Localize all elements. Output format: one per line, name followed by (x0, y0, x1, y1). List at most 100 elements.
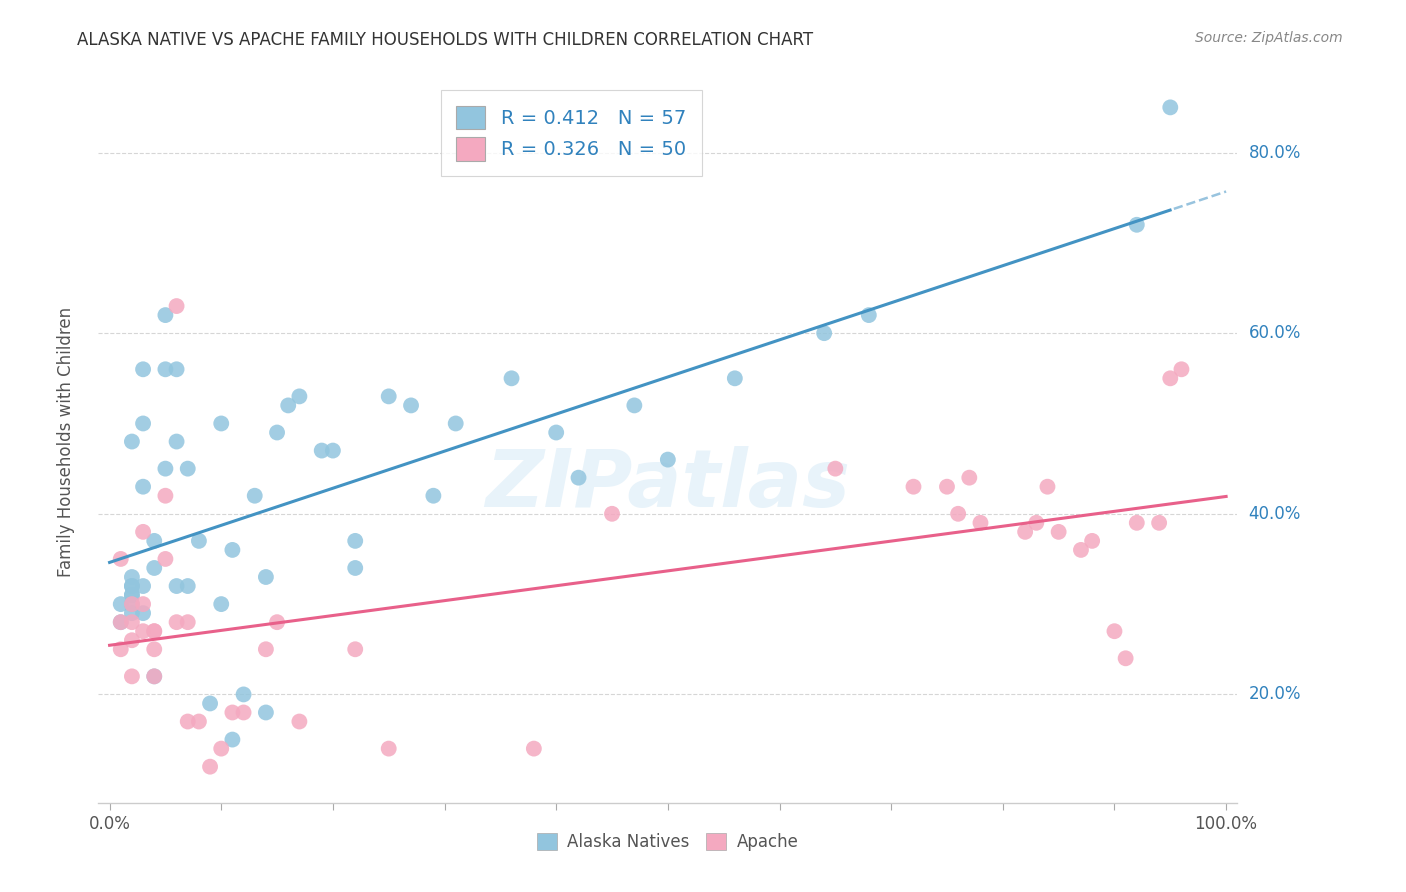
Point (1047, 524, 1070, 539)
Point (121, 588, 143, 602)
Point (1036, 480, 1059, 494)
Point (177, 579, 200, 593)
Legend: Alaska Natives, Apache: Alaska Natives, Apache (529, 825, 807, 860)
Point (623, 398, 645, 412)
Point (957, 471, 980, 485)
Point (277, 398, 299, 412)
Point (1147, 516, 1170, 530)
Point (177, 461, 200, 475)
Point (221, 706, 243, 720)
Point (110, 642, 132, 657)
Point (155, 362, 177, 376)
Point (209, 597, 232, 611)
Point (422, 489, 444, 503)
Point (155, 461, 177, 475)
Point (132, 579, 155, 593)
Point (903, 480, 925, 494)
Point (132, 606, 155, 620)
Point (1126, 218, 1149, 232)
Point (121, 597, 143, 611)
Point (209, 741, 232, 756)
Point (266, 425, 288, 440)
Point (1126, 516, 1149, 530)
Point (198, 697, 221, 711)
Text: 20.0%: 20.0% (1249, 685, 1301, 704)
Point (1025, 516, 1047, 530)
Point (121, 588, 143, 602)
Point (155, 308, 177, 322)
Point (132, 480, 155, 494)
Point (143, 561, 166, 575)
Point (858, 308, 880, 322)
Point (444, 417, 467, 431)
Point (1014, 524, 1036, 539)
Point (657, 452, 679, 467)
Point (254, 642, 277, 657)
Point (143, 642, 166, 657)
Point (110, 615, 132, 630)
Point (166, 615, 188, 630)
Point (121, 615, 143, 630)
Point (209, 417, 232, 431)
Point (344, 561, 367, 575)
Point (143, 669, 166, 683)
Point (254, 570, 277, 584)
Point (1081, 533, 1104, 548)
Text: ALASKA NATIVE VS APACHE FAMILY HOUSEHOLDS WITH CHILDREN CORRELATION CHART: ALASKA NATIVE VS APACHE FAMILY HOUSEHOLD… (77, 31, 814, 49)
Point (121, 579, 143, 593)
Point (121, 579, 143, 593)
Point (187, 533, 209, 548)
Point (724, 371, 747, 385)
Point (221, 732, 243, 747)
Point (121, 669, 143, 683)
Point (969, 516, 991, 530)
Point (221, 542, 243, 557)
Point (110, 597, 132, 611)
Point (322, 443, 344, 458)
Point (110, 615, 132, 630)
Point (813, 326, 835, 341)
Point (121, 606, 143, 620)
Point (243, 489, 266, 503)
Point (546, 425, 568, 440)
Point (132, 597, 155, 611)
Point (166, 434, 188, 449)
Point (177, 615, 200, 630)
Point (377, 389, 399, 403)
Text: ZIPatlas: ZIPatlas (485, 446, 851, 524)
Point (399, 398, 422, 412)
Point (523, 741, 546, 756)
Point (311, 443, 333, 458)
Point (288, 389, 311, 403)
Point (121, 633, 143, 648)
Point (1104, 624, 1126, 639)
Point (198, 760, 221, 774)
Text: Source: ZipAtlas.com: Source: ZipAtlas.com (1195, 31, 1343, 45)
Point (166, 579, 188, 593)
Point (567, 471, 589, 485)
Point (254, 706, 277, 720)
Text: 60.0%: 60.0% (1249, 324, 1301, 343)
Point (143, 624, 166, 639)
Point (344, 533, 367, 548)
Point (121, 597, 143, 611)
Point (1070, 542, 1092, 557)
Point (143, 624, 166, 639)
Point (1159, 100, 1181, 114)
Point (143, 669, 166, 683)
Point (1115, 651, 1137, 665)
Point (132, 417, 155, 431)
Point (132, 524, 155, 539)
Point (121, 434, 143, 449)
Y-axis label: Family Households with Children: Family Households with Children (56, 307, 75, 576)
Point (824, 461, 846, 475)
Point (155, 489, 177, 503)
Point (121, 570, 143, 584)
Point (946, 507, 969, 521)
Text: 40.0%: 40.0% (1249, 505, 1301, 523)
Point (155, 552, 177, 566)
Point (166, 299, 188, 313)
Point (600, 507, 623, 521)
Point (132, 624, 155, 639)
Point (501, 371, 523, 385)
